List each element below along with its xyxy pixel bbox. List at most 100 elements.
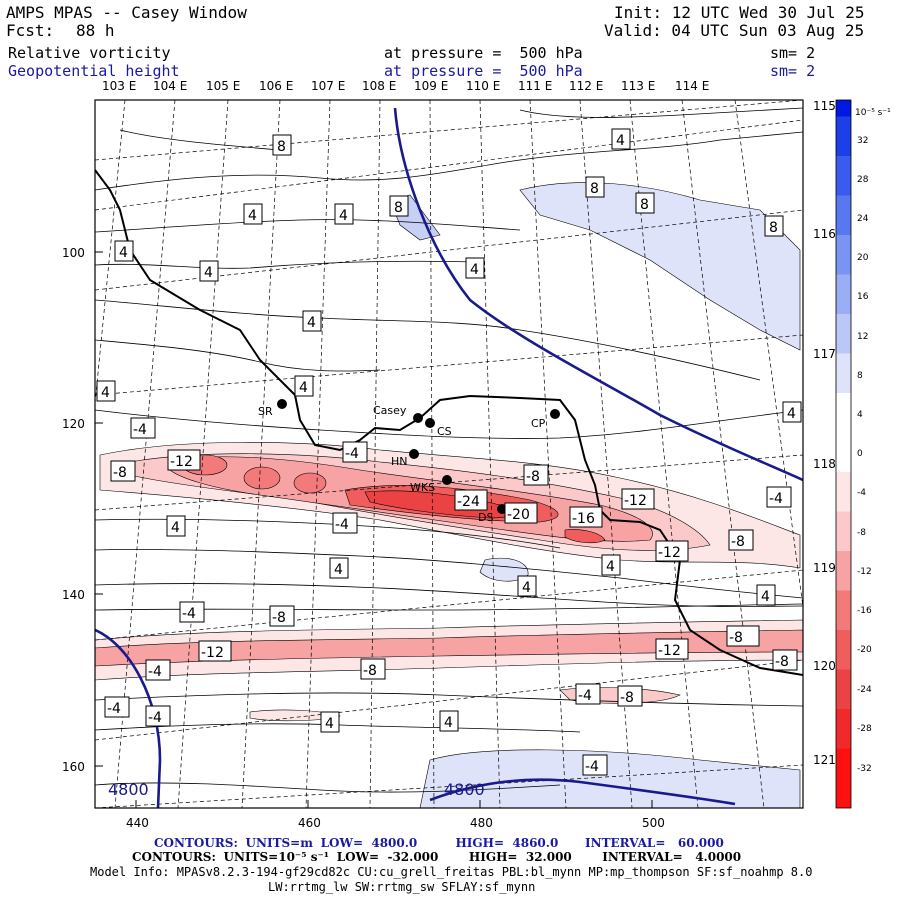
interval-value: INTERVAL= 60.000 [585, 836, 724, 850]
svg-text:4: 4 [522, 580, 531, 596]
colorbar-tick: -24 [857, 685, 872, 695]
contour-label: -12 [655, 540, 689, 562]
plot-border [94, 99, 804, 809]
svg-text:-4: -4 [182, 606, 196, 622]
svg-text:-8: -8 [620, 690, 634, 706]
height-contour-info: CONTOURS: UNITS=m LOW= 4800.0 HIGH= 4860… [154, 836, 724, 850]
contour-label: 8 [585, 176, 605, 198]
forecast-label: Fcst: [6, 21, 55, 40]
field1-pressure: at pressure = 500 hPa [384, 44, 583, 62]
station-label: WKS [410, 481, 435, 494]
svg-text:8: 8 [590, 181, 599, 197]
colorbar-ticks: 32 28 24 20 16 12 8 4 0 -4 -8 -12 -16 -2… [857, 136, 872, 774]
svg-text:4: 4 [299, 380, 308, 396]
svg-text:-4: -4 [148, 664, 162, 680]
contours-label: CONTOURS: [132, 850, 216, 864]
contour-label: 4 [611, 128, 631, 150]
colorbar-tick: -32 [857, 764, 872, 774]
filled-contours [95, 100, 803, 808]
svg-text:8: 8 [394, 200, 403, 216]
vorticity-labels: 8 4 8 8 4 4 8 8 4 4 4 4 4 4 4 4 -4 -8 -1… [96, 128, 802, 776]
height-label: 4800 [444, 780, 485, 799]
contour-label: -8 [523, 464, 549, 486]
axis-label: 460 [298, 816, 321, 830]
contour-label: 8 [635, 192, 655, 214]
station-marker [442, 475, 452, 485]
field2-name: Geopotential height [8, 62, 180, 80]
station-marker [409, 449, 419, 459]
svg-text:-4: -4 [769, 491, 783, 507]
contour-label: 4 [439, 710, 459, 732]
colorbar-tick: 12 [857, 332, 868, 342]
svg-text:-4: -4 [335, 517, 349, 533]
axis-label: 100 [62, 246, 85, 260]
contour-label: -12 [167, 449, 201, 471]
svg-text:-8: -8 [775, 654, 789, 670]
contour-label: -8 [772, 649, 798, 671]
colorbar-tick: -20 [857, 645, 872, 655]
svg-text:4: 4 [325, 716, 334, 732]
station-label: CS [437, 425, 452, 438]
svg-text:-4: -4 [133, 422, 147, 438]
svg-text:-8: -8 [731, 534, 745, 550]
height-contour [95, 628, 162, 808]
contour-label: 8 [764, 215, 784, 237]
colorbar-tick: 24 [857, 214, 869, 224]
colorbar-units: 10⁻⁵ s⁻¹ [855, 108, 891, 118]
lon-label: 106 E [259, 79, 293, 93]
contour-label: -8 [360, 658, 386, 680]
contour-label: 4 [517, 575, 537, 597]
stations: SR Casey CS CP HN WKS DS [258, 399, 560, 524]
colorbar-tick: -4 [857, 488, 866, 498]
contour-label: -4 [575, 683, 601, 705]
high-value: HIGH= 32.000 [468, 850, 572, 864]
svg-text:-24: -24 [457, 494, 480, 510]
svg-text:4: 4 [171, 520, 180, 536]
axis-label: 440 [126, 816, 149, 830]
contour-label: -4 [582, 754, 608, 776]
lon-label: 114 E [675, 79, 709, 93]
contour-label: 4 [782, 401, 802, 423]
negative-core [293, 472, 327, 494]
svg-text:-8: -8 [526, 469, 540, 485]
colorbar-tick: -16 [857, 606, 872, 616]
init-time: Init: 12 UTC Wed 30 Jul 25 [614, 3, 865, 22]
contour-label: 4 [465, 257, 485, 279]
units-label: UNITS=m [245, 836, 313, 850]
contour-label: -8 [110, 460, 136, 482]
low-value: LOW= -32.000 [336, 850, 439, 864]
lon-label: 113 E [621, 79, 655, 93]
station-marker [413, 413, 423, 423]
contour-label: 4 [96, 380, 116, 402]
svg-text:-4: -4 [578, 688, 592, 704]
contour-label: -12 [198, 640, 232, 662]
top-longitude-labels: 103 E 104 E 105 E 106 E 107 E 108 E 109 … [102, 79, 709, 93]
axis-label: 480 [470, 816, 493, 830]
svg-text:-16: -16 [572, 511, 595, 527]
contour-label: 8 [272, 134, 292, 156]
field1-name: Relative vorticity [8, 44, 171, 62]
contour-label: -8 [269, 605, 295, 627]
lon-label: 111 E [518, 79, 552, 93]
model-info: Model Info: MPASv8.2.3-194-gf29cd82c CU:… [90, 865, 813, 879]
contour-label: 4 [114, 240, 134, 262]
contour-label: 4 [334, 203, 354, 225]
svg-text:-12: -12 [170, 454, 193, 470]
height-contour [429, 778, 736, 806]
contour-label: -4 [342, 441, 368, 463]
contour-label: -24 [454, 489, 488, 511]
contour-label: -4 [332, 512, 358, 534]
svg-text:-12: -12 [201, 645, 224, 661]
contour-label: -8 [617, 685, 643, 707]
contour-label: -4 [145, 659, 171, 681]
left-axis: 100 120 140 160 [62, 246, 103, 774]
contour-label: 4 [329, 557, 349, 579]
contour-label: 4 [294, 375, 314, 397]
svg-text:4: 4 [101, 385, 110, 401]
lon-label: 109 E [414, 79, 448, 93]
bottom-axis: 440 460 480 500 [126, 800, 665, 830]
forecast-hour: 88 h [76, 21, 115, 40]
colorbar-tick: 16 [857, 292, 869, 302]
negative-area [249, 709, 342, 722]
